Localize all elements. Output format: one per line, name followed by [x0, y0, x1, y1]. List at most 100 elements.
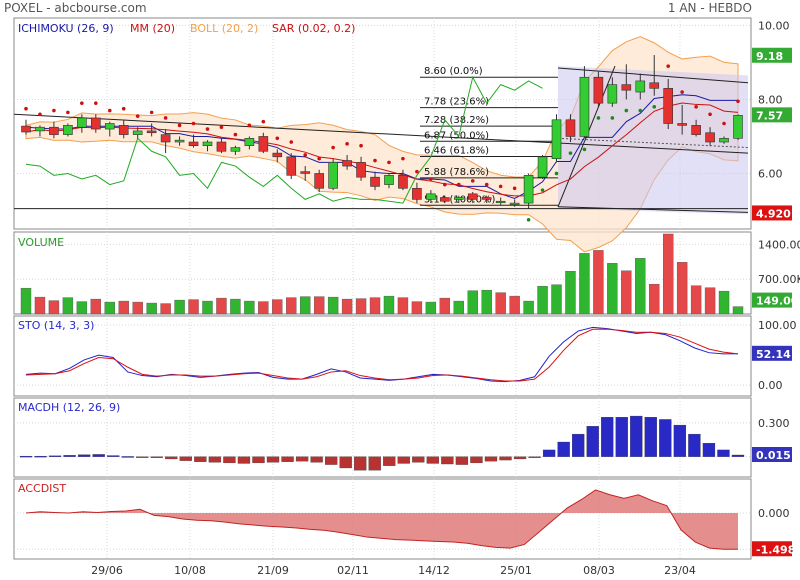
- candle-down: [118, 125, 129, 135]
- x-tick-label: 23/04: [664, 564, 696, 577]
- candle-down: [649, 82, 660, 89]
- fib-level-label: 6.87 (50.0%): [424, 130, 489, 141]
- accdist-area: [26, 489, 738, 550]
- candle-up: [551, 119, 562, 159]
- sar-dot: [540, 188, 545, 192]
- volume-bar: [690, 285, 702, 315]
- volume-bar: [649, 283, 660, 315]
- price-legend-entry: MM (20): [130, 22, 175, 35]
- candle-down: [300, 171, 311, 174]
- sar-dot: [317, 156, 321, 161]
- fib-level-label: 7.78 (23.6%): [424, 97, 489, 108]
- sar-dot: [610, 116, 615, 120]
- period-label: 1 AN - HEBDO: [668, 1, 752, 15]
- y-tick-label: 1400.00K: [758, 238, 800, 251]
- macdh-bar: [702, 442, 716, 457]
- candle-down: [691, 125, 701, 135]
- sar-dot: [512, 186, 517, 191]
- sar-dot: [568, 151, 573, 155]
- fib-level-label: 7.28 (38.2%): [424, 115, 489, 126]
- volume-bar: [118, 300, 129, 315]
- macdh-panel: [13, 397, 752, 478]
- macdh-bar: [383, 456, 396, 466]
- macdh-bar: [281, 456, 294, 462]
- macdh-bar: [557, 441, 570, 457]
- macdh-title: MACDH (12, 26, 9): [18, 401, 120, 414]
- macdh-bar: [34, 455, 47, 458]
- volume-bar: [230, 298, 241, 315]
- candle-down: [593, 76, 604, 104]
- sar-dot: [163, 116, 168, 120]
- low-price-tag: 4.920: [756, 207, 791, 220]
- macdh-bar: [644, 417, 657, 457]
- volume-bar: [174, 299, 185, 315]
- volume-bar: [718, 290, 730, 315]
- candle-down: [188, 141, 199, 147]
- candle-up: [579, 76, 590, 137]
- trend-line-upper: [13, 113, 749, 154]
- macdh-bar: [237, 456, 251, 464]
- macdh-bar: [324, 456, 338, 465]
- accdist-last-tag-bg: [752, 541, 792, 557]
- x-tick-label: 25/01: [500, 564, 532, 577]
- y-tick-label: 100.00: [758, 319, 797, 332]
- price-legend-entry: BOLL (20, 2): [190, 22, 258, 35]
- candle-up: [132, 130, 143, 135]
- sar-dot: [247, 123, 252, 128]
- candle-down: [663, 88, 673, 124]
- x-tick-label: 02/11: [337, 564, 369, 577]
- candle-down: [370, 176, 380, 187]
- candle-down: [621, 84, 632, 91]
- sar-dot: [666, 64, 670, 68]
- fib-level-label: 5.14 (100.0%): [424, 194, 495, 205]
- candle-down: [565, 119, 576, 137]
- sto-plot: [25, 326, 739, 383]
- candle-up: [453, 197, 464, 200]
- candle-up: [35, 126, 45, 132]
- candle-up: [230, 147, 241, 152]
- macdh-bar: [601, 417, 614, 457]
- volume-bar: [635, 258, 646, 315]
- macdh-bar: [484, 456, 498, 462]
- macdh-bar: [223, 456, 236, 464]
- volume-bar: [453, 300, 464, 315]
- candle-down: [258, 136, 269, 152]
- channel-line-top: [557, 67, 749, 84]
- y-tick-label: 700.00K: [758, 273, 800, 286]
- macdh-bar: [659, 419, 672, 457]
- sar-dot: [149, 110, 154, 115]
- volume-title: VOLUME: [18, 236, 64, 249]
- sar-dot: [387, 160, 391, 165]
- sar-dot: [456, 182, 461, 187]
- sar-dot: [359, 143, 363, 148]
- sar-dot: [498, 184, 503, 189]
- macdh-bar: [542, 449, 556, 457]
- x-tick-label: 21/09: [257, 564, 289, 577]
- macdh-bar: [121, 456, 134, 458]
- volume-bar: [551, 284, 562, 315]
- macdh-bar: [717, 449, 730, 457]
- sar-dot: [554, 171, 559, 176]
- volume-bar: [286, 297, 297, 315]
- sar-dot: [722, 121, 726, 126]
- candle-down: [705, 132, 715, 143]
- volume-bar: [676, 262, 688, 315]
- fib-level-label: 5.88 (78.6%): [424, 167, 489, 178]
- sar-dot: [303, 153, 308, 157]
- volume-bar: [90, 298, 102, 315]
- macdh-bar: [673, 424, 687, 457]
- candle-down: [342, 160, 352, 167]
- price-legend-entry: ICHIMOKU (26, 9): [18, 22, 114, 35]
- volume-bar: [523, 300, 534, 315]
- price-plot: 8.60 (0.0%) 7.78 (23.6%) 7.28 (38.2%) 6.87 …: [13, 36, 749, 253]
- sar-dot: [24, 106, 28, 111]
- macdh-bar: [266, 456, 280, 463]
- sar-dot: [470, 179, 475, 183]
- sto-title: STO (14, 3, 3): [18, 319, 94, 332]
- macdh-bar: [165, 456, 178, 460]
- macdh-bar: [499, 456, 512, 461]
- x-tick-label: 10/08: [174, 564, 206, 577]
- candle-down: [216, 141, 227, 152]
- candle-up: [77, 117, 87, 128]
- candle-down: [91, 117, 101, 130]
